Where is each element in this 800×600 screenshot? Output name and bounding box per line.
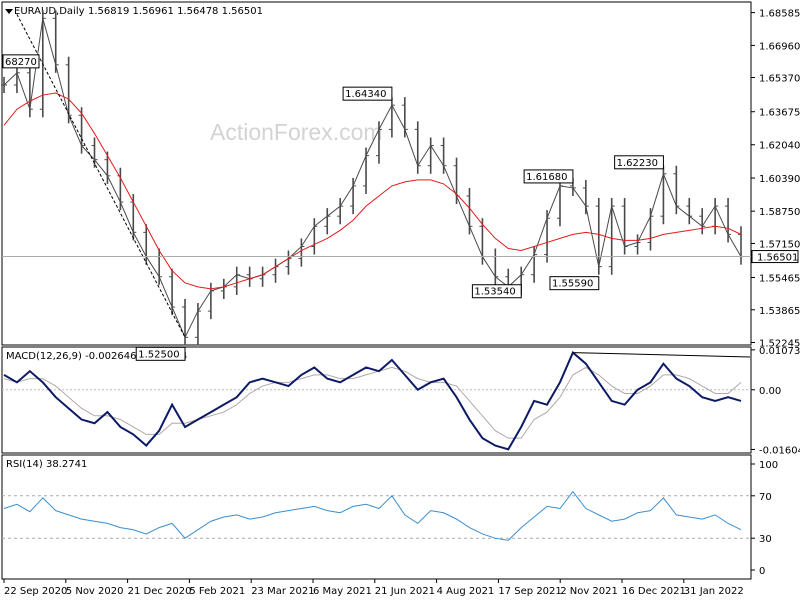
price-y-tick-label: 1.52245: [759, 338, 800, 349]
price-y-tick-label: 1.58750: [759, 207, 800, 218]
price-y-tick-label: 1.53865: [759, 306, 800, 317]
rsi-layer: [2, 490, 751, 541]
price-annotation-box: [342, 86, 393, 101]
x-axis-tick-label: 17 Sep 2021: [498, 586, 561, 597]
rsi-panel: [1, 454, 752, 580]
price-annotation-box: [523, 169, 574, 184]
macd-y-tick-label: 0.00: [759, 386, 781, 397]
price-annotation-box: [2, 54, 40, 69]
axis-layer: 1.68585 1.66960 1.65370 1.63675 1.62040 1.603…: [3, 9, 800, 597]
price-y-tick-label: 1.63675: [759, 108, 800, 119]
x-axis-tick-label: 5 Nov 2020: [66, 586, 124, 597]
x-axis-tick-label: 22 Sep 2020: [4, 586, 67, 597]
last-price-tag: [751, 250, 799, 264]
rsi-title: RSI(14) 38.2741: [6, 459, 87, 470]
price-annotation-label: 1.53540: [474, 287, 515, 298]
x-axis-tick-label: 21 Jun 2021: [375, 586, 435, 597]
x-axis-tick-label: 4 Aug 2021: [437, 586, 495, 597]
price-annotation-box: [549, 276, 600, 291]
x-axis-tick-label: 21 Dec 2020: [128, 586, 192, 597]
price-annotation-box: [471, 284, 522, 299]
ohlc-values: 1.56819 1.56961 1.56478 1.56501: [88, 6, 263, 17]
price-y-tick-label: 1.66960: [759, 41, 800, 52]
price-y-tick-label: 1.62040: [759, 141, 800, 152]
price-y-tick-label: 1.65370: [759, 74, 800, 85]
price-annotation-label: 1.64340: [345, 89, 386, 100]
last-price-tag-label: 1.56501: [757, 253, 798, 264]
price-y-tick-label: 1.68585: [759, 9, 800, 20]
price-close-line: [3, 18, 742, 339]
price-annotation-label: 1.52500: [138, 349, 179, 360]
dropdown-arrow-icon[interactable]: [5, 9, 13, 14]
price-y-tick-label: 1.60390: [759, 174, 800, 185]
price-annotation-label: 1.55590: [552, 279, 593, 290]
price-annotation-label: 1.62230: [617, 158, 658, 169]
macd-y-tick-label: 0.010736: [759, 346, 800, 357]
macd-title: MACD(12,26,9) -0.002646 0.001774: [6, 351, 187, 362]
x-axis-tick-label: 23 Mar 2021: [251, 586, 314, 597]
rsi-y-tick-label: 0: [759, 566, 765, 577]
rsi-line: [3, 490, 742, 541]
price-annotation-box: [135, 346, 186, 361]
price-layer: 68270 1.52500 1.64340 1.53540 1.61680 1.55590…: [1, 10, 751, 361]
rsi-y-tick-label: 70: [759, 492, 772, 503]
price-annotation-label: 68270: [5, 57, 37, 68]
x-axis-tick-label: 2 Nov 2021: [560, 586, 618, 597]
price-annotation-box: [614, 155, 664, 170]
macd-line: [3, 350, 742, 451]
moving-average-line: [3, 92, 742, 290]
price-panel: [1, 1, 752, 346]
x-axis-tick-label: 5 Feb 2021: [189, 586, 245, 597]
macd-panel: [1, 346, 752, 454]
x-axis-tick-label: 31 Jan 2022: [684, 586, 744, 597]
watermark: ActionForex.com: [210, 119, 383, 145]
rsi-y-tick-label: 30: [759, 534, 772, 545]
symbol-title: EURAUD,Daily: [14, 6, 85, 17]
macd-y-tick-label: -0.016046: [759, 445, 800, 456]
rsi-y-tick-label: 100: [759, 460, 778, 471]
price-y-tick-label: 1.55465: [759, 273, 800, 284]
price-y-tick-label: 1.57150: [759, 239, 800, 250]
x-axis-tick-label: 6 May 2021: [313, 586, 372, 597]
x-axis-tick-label: 16 Dec 2021: [622, 586, 686, 597]
macd-trendline: [572, 352, 751, 358]
macd-layer: [2, 350, 751, 451]
price-annotation-label: 1.61680: [526, 172, 567, 183]
trendline: [16, 14, 186, 338]
macd-signal-line: [3, 366, 742, 439]
